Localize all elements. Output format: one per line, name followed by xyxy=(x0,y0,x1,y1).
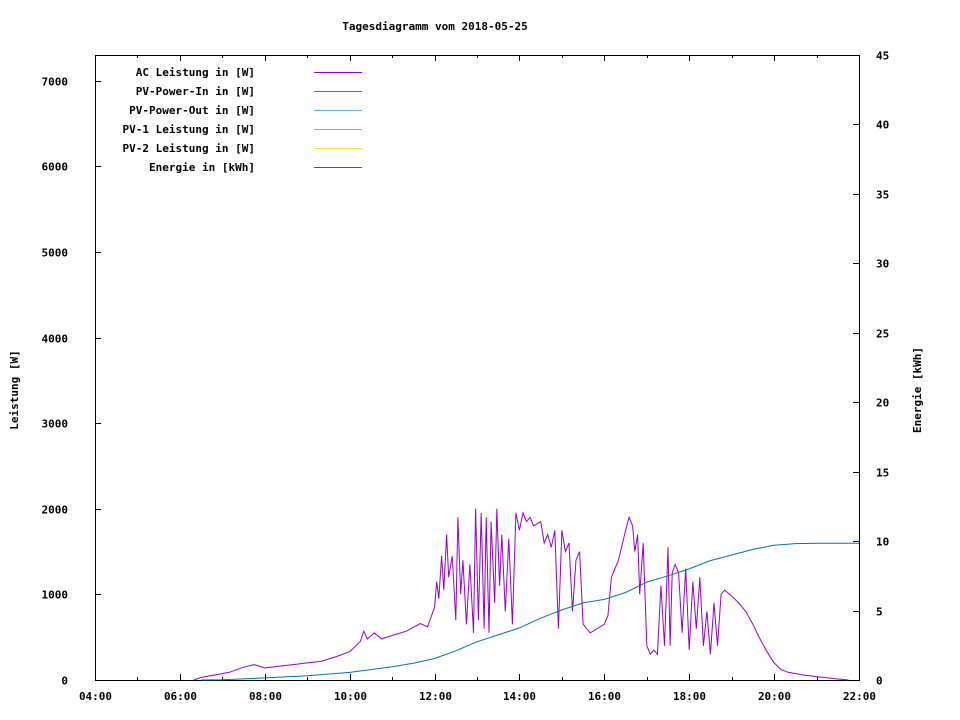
series-line-ac xyxy=(193,508,849,681)
y-tick-label: 4000 xyxy=(42,333,69,346)
legend-label: PV-2 Leistung in [W] xyxy=(123,142,255,155)
y-tick-label: 2000 xyxy=(42,504,69,517)
legend-label: PV-Power-Out in [W] xyxy=(129,104,255,117)
y-axis-label: Leistung [W] xyxy=(8,350,21,429)
series-lines xyxy=(193,508,859,681)
x-tick-label: 22:00 xyxy=(843,690,876,703)
x-tick-label: 12:00 xyxy=(419,690,452,703)
legend-label: AC Leistung in [W] xyxy=(136,66,255,79)
y-axis-left: 0 1000 2000 3000 4000 5000 6000 7000 xyxy=(42,76,101,688)
x-tick-label: 18:00 xyxy=(673,690,706,703)
x-tick-label: 16:00 xyxy=(588,690,621,703)
x-tick-label: 14:00 xyxy=(503,690,536,703)
legend: AC Leistung in [W] PV-Power-In in [W] PV-P… xyxy=(123,66,362,174)
y-tick-label: 0 xyxy=(61,675,68,688)
chart-title: Tagesdiagramm vom 2018-05-25 xyxy=(342,20,527,33)
legend-label: PV-Power-In in [W] xyxy=(136,85,255,98)
y2-tick-label: 30 xyxy=(876,258,889,271)
x-tick-label: 04:00 xyxy=(79,690,112,703)
x-tick-label: 20:00 xyxy=(758,690,791,703)
x-axis: 04:00 06:00 08:00 10:00 12:00 14:00 16:00 18:00… xyxy=(79,55,876,703)
y-tick-label: 7000 xyxy=(42,76,69,89)
legend-label: Energie in [kWh] xyxy=(149,161,255,174)
series-line-energie xyxy=(201,542,859,681)
y2-tick-label: 0 xyxy=(876,675,883,688)
y2-tick-label: 35 xyxy=(876,189,889,202)
y-tick-label: 3000 xyxy=(42,418,69,431)
y-tick-label: 5000 xyxy=(42,247,69,260)
y2-tick-label: 5 xyxy=(876,606,883,619)
y-axis-right: 0 5 10 15 20 25 30 35 40 45 xyxy=(853,50,889,688)
x-tick-label: 10:00 xyxy=(334,690,367,703)
y2-tick-label: 45 xyxy=(876,50,889,63)
x-tick-label: 06:00 xyxy=(164,690,197,703)
y-tick-label: 1000 xyxy=(42,589,69,602)
x-tick-label: 08:00 xyxy=(249,690,282,703)
y-tick-label: 6000 xyxy=(42,161,69,174)
legend-label: PV-1 Leistung in [W] xyxy=(123,123,255,136)
y2-tick-label: 40 xyxy=(876,119,889,132)
y2-tick-label: 10 xyxy=(876,536,889,549)
y2-tick-label: 20 xyxy=(876,397,889,410)
y2-axis-label: Energie [kWh] xyxy=(911,347,924,433)
y2-tick-label: 15 xyxy=(876,467,889,480)
y2-tick-label: 25 xyxy=(876,328,889,341)
